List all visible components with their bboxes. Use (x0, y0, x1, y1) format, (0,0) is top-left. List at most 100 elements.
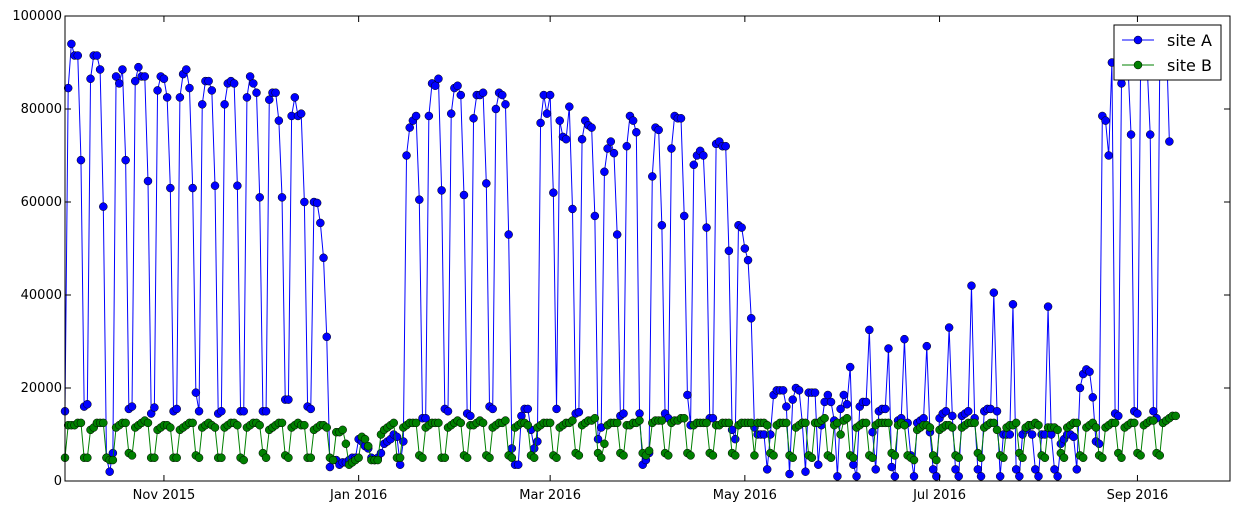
data-point (277, 193, 287, 202)
data-point (99, 202, 108, 211)
data-point (322, 423, 331, 432)
data-point (1008, 300, 1018, 309)
data-point (702, 223, 711, 232)
data-point (814, 460, 823, 469)
data-point (501, 100, 510, 109)
data-point (233, 181, 242, 190)
data-point (861, 397, 871, 407)
data-point (852, 472, 861, 481)
data-point (724, 246, 734, 256)
data-point (794, 386, 804, 395)
data-point (76, 155, 86, 165)
data-point (1072, 465, 1082, 474)
data-point (261, 407, 271, 416)
data-point (810, 388, 820, 397)
data-point (807, 453, 817, 462)
data-point (782, 402, 791, 411)
data-point (782, 418, 791, 428)
data-point (823, 390, 833, 400)
data-point (402, 151, 411, 160)
data-point (1126, 130, 1136, 139)
data-point (612, 230, 622, 239)
data-point (1171, 411, 1180, 421)
data-point (63, 83, 73, 93)
data-point (255, 193, 264, 202)
data-point (1018, 453, 1027, 462)
data-point (360, 434, 370, 444)
data-point (561, 134, 571, 144)
data-point (948, 411, 957, 421)
data-point (507, 453, 517, 462)
data-point (909, 472, 919, 481)
data-point (252, 88, 261, 97)
data-point (153, 86, 162, 95)
data-point (820, 413, 829, 423)
data-point (162, 93, 172, 102)
data-point (989, 288, 999, 297)
data-point (143, 418, 153, 428)
data-point (536, 118, 545, 128)
data-point (944, 323, 954, 332)
data-point (185, 83, 194, 93)
data-point (459, 190, 469, 200)
data-point (121, 155, 130, 165)
series-layer (60, 28, 1180, 481)
data-point (1043, 302, 1053, 311)
data-point (194, 453, 204, 462)
data-point (565, 102, 574, 111)
data-point (861, 418, 871, 428)
data-point (229, 79, 239, 88)
x-tick-label: Jul 2016 (912, 488, 966, 503)
data-point (842, 413, 852, 423)
data-point (587, 123, 596, 132)
data-point (689, 160, 699, 170)
data-point (143, 176, 153, 186)
data-point (188, 183, 197, 193)
data-point (619, 451, 628, 460)
data-point (970, 418, 979, 428)
data-point (446, 109, 456, 118)
data-point (545, 418, 555, 428)
data-point (443, 407, 453, 416)
data-point (478, 418, 488, 428)
data-point (1165, 137, 1174, 146)
data-point (306, 453, 316, 462)
data-point (884, 344, 893, 353)
plot-frame (64, 15, 1231, 482)
data-point (600, 167, 609, 177)
data-point (1078, 453, 1088, 462)
data-point (73, 51, 83, 60)
data-point (316, 218, 325, 228)
data-point (418, 453, 427, 462)
data-point (839, 390, 849, 400)
data-point (140, 72, 150, 81)
data-point (86, 74, 95, 84)
data-point (676, 114, 686, 123)
x-tick-label: Mar 2016 (519, 488, 581, 503)
data-point (932, 472, 941, 481)
data-point (1040, 453, 1050, 462)
data-point (271, 88, 280, 97)
data-point (456, 418, 466, 428)
data-point (619, 409, 628, 418)
data-point (92, 51, 102, 60)
data-point (245, 72, 255, 81)
data-point (836, 404, 845, 414)
data-point (172, 404, 181, 414)
legend-marker (1133, 60, 1143, 70)
data-point (900, 420, 909, 430)
data-point (992, 407, 1002, 416)
data-point (635, 416, 644, 425)
data-point (941, 407, 951, 416)
data-point (159, 74, 169, 84)
data-point (826, 453, 836, 462)
data-point (95, 65, 105, 74)
data-point (274, 116, 284, 125)
data-point (849, 453, 858, 462)
data-point (395, 453, 405, 462)
data-point (466, 411, 475, 421)
data-point (1101, 116, 1110, 125)
data-point (533, 437, 542, 446)
data-point (389, 418, 398, 428)
data-point (606, 137, 616, 146)
